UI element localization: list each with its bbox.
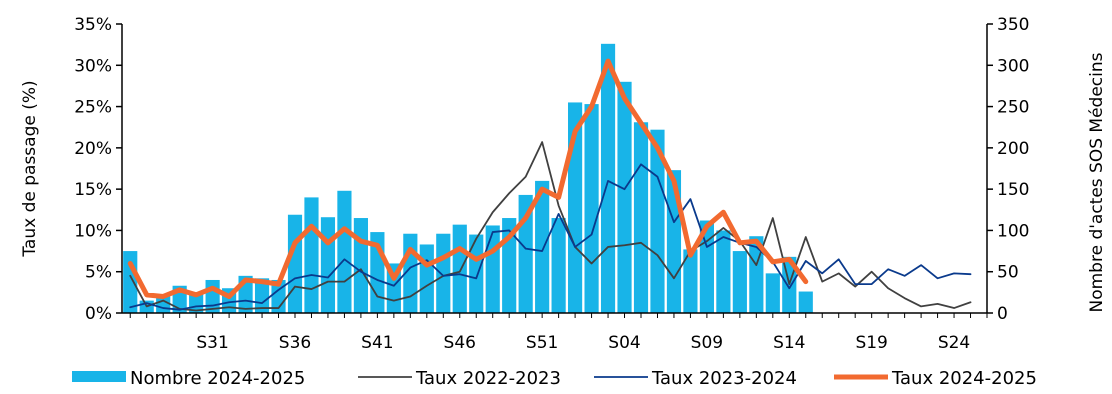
- x-tick-label: S41: [361, 333, 393, 353]
- series-line-3: [127, 58, 809, 299]
- bar: [337, 190, 352, 313]
- bar: [452, 224, 467, 313]
- legend-label: Taux 2023-2024: [651, 368, 797, 389]
- y-left-tick-label: 25%: [74, 98, 112, 118]
- bar: [716, 230, 731, 313]
- bar: [633, 122, 649, 313]
- y-right-tick-label: 150: [997, 180, 1029, 200]
- legend-label: Taux 2022-2023: [415, 368, 561, 389]
- x-tick-label: S46: [444, 333, 476, 353]
- y-right-tick-label: 100: [997, 221, 1029, 241]
- legend: Nombre 2024-2025 Taux 2022-2023 Taux 2023-…: [72, 368, 1037, 389]
- y-left-tick-label: 30%: [74, 56, 112, 76]
- bar: [535, 180, 550, 313]
- axes-layer: 0% 5% 10% 15% 20% 25% 30% 35% 0 50 100 150 200 250 300…: [20, 15, 1107, 353]
- y-right-tick-label: 300: [997, 56, 1029, 76]
- x-tick-label: S36: [279, 333, 311, 353]
- bar: [650, 129, 665, 313]
- bar: [353, 218, 368, 313]
- legend-label: Taux 2024-2025: [891, 368, 1037, 389]
- series-line-2: [129, 163, 972, 311]
- bar: [600, 43, 616, 313]
- bar: [287, 214, 303, 313]
- bar: [798, 291, 813, 313]
- y-right-tick-label: 50: [997, 263, 1019, 283]
- bar: [551, 218, 566, 313]
- y-left-tick-label: 20%: [74, 139, 112, 159]
- legend-swatch: [72, 371, 126, 382]
- y-right-tick-label: 350: [997, 15, 1029, 35]
- bar: [419, 244, 434, 313]
- bar: [765, 273, 780, 313]
- y-right-tick-label: 200: [997, 139, 1029, 159]
- x-tick-label: S14: [773, 333, 805, 353]
- bar: [732, 251, 747, 313]
- x-tick-label: S51: [526, 333, 558, 353]
- y-left-tick-label: 0%: [85, 304, 112, 324]
- bar: [469, 234, 484, 313]
- y-left-tick-label: 15%: [74, 180, 112, 200]
- bar: [683, 249, 698, 313]
- x-tick-label: S04: [608, 333, 640, 353]
- bar: [254, 278, 270, 313]
- y-left-axis-title: Taux de passage (%): [20, 80, 40, 257]
- bar: [485, 225, 500, 313]
- bar: [617, 81, 632, 313]
- bar: [123, 251, 138, 313]
- bar: [436, 233, 451, 313]
- lines-layer: [127, 58, 972, 312]
- x-tick-label: S09: [691, 333, 723, 353]
- bar: [320, 217, 336, 313]
- bar: [584, 104, 599, 313]
- y-left-tick-label: 10%: [74, 221, 112, 241]
- x-tick-label: S24: [938, 333, 970, 353]
- x-tick-label: S19: [855, 333, 887, 353]
- x-tick-label: S31: [196, 333, 228, 353]
- legend-label: Nombre 2024-2025: [130, 368, 305, 389]
- bar: [304, 197, 319, 313]
- y-right-tick-label: 250: [997, 98, 1029, 118]
- y-left-tick-label: 35%: [74, 15, 112, 35]
- y-right-tick-label: 0: [997, 304, 1008, 324]
- y-right-axis-title: Nombre d'actes SOS Médecins: [1087, 52, 1107, 312]
- y-left-tick-label: 5%: [85, 263, 112, 283]
- bars-layer: [123, 43, 813, 313]
- series-line-1: [129, 141, 972, 312]
